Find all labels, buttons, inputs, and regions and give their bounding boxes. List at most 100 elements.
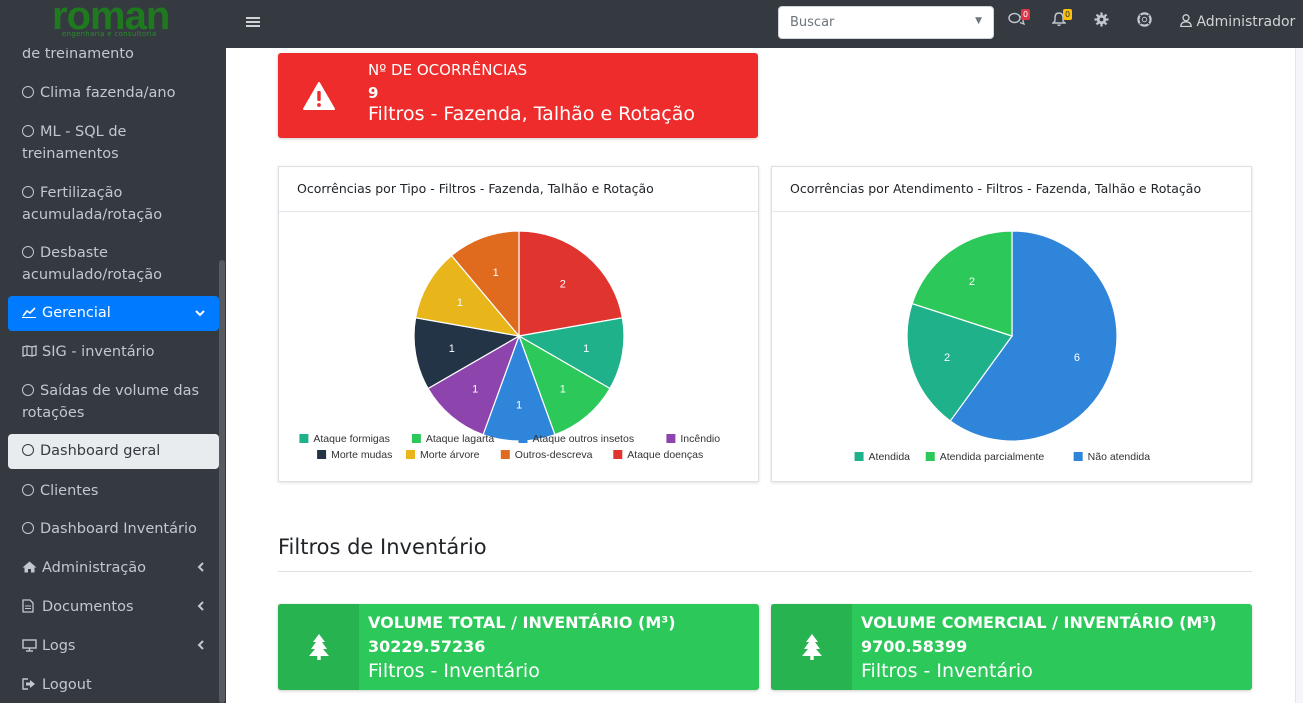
search-placeholder: Buscar — [790, 15, 835, 30]
circle-icon — [22, 125, 34, 137]
pie-slice-incendio[interactable] — [427, 334, 521, 436]
notifications-count-badge: 0 — [1063, 9, 1073, 20]
pie-slice-atendida-parcialmente[interactable] — [911, 230, 1013, 337]
sidebar-item-label: Desbaste — [40, 245, 108, 261]
legend-swatch-incendio — [666, 434, 676, 443]
sidebar-item-label: SIG - inventário — [42, 344, 155, 360]
search-select[interactable]: Buscar ▼ — [778, 6, 994, 39]
sidebar-item-logs[interactable]: Logs — [8, 635, 219, 657]
sidebar-item-dashboard-inventario[interactable]: Dashboard Inventário — [8, 518, 219, 540]
legend-swatch-morte-mudas — [317, 450, 327, 459]
sidebar-item-label: Dashboard geral — [40, 443, 161, 459]
info-box-title: VOLUME COMERCIAL / INVENTÁRIO (M³) — [861, 613, 1217, 632]
chevron-left-icon — [197, 635, 205, 657]
circle-icon — [22, 186, 34, 198]
legend-swatch-nao-atendida — [1073, 452, 1083, 461]
info-box-value: 30229.57236 — [368, 637, 486, 656]
sidebar-item-sig[interactable]: SIG - inventário — [8, 341, 219, 363]
legend-item-morte-mudas[interactable]: Morte mudas — [331, 449, 392, 461]
pie-slice-atendida[interactable] — [906, 302, 1013, 422]
sidebar-item-label-line2: acumulada/rotação — [22, 207, 163, 223]
sidebar-item-clientes[interactable]: Clientes — [8, 480, 219, 502]
legend-item-incendio[interactable]: Incêndio — [680, 433, 720, 445]
legend-item-atendida[interactable]: Atendida — [869, 451, 911, 463]
info-box-value: 9 — [368, 84, 379, 102]
pie-slice-ataque-formigas[interactable] — [517, 317, 625, 390]
legend-item-outros-descreva[interactable]: Outros-descreva — [515, 449, 593, 461]
circle-icon — [22, 384, 34, 396]
chevron-left-icon — [197, 596, 205, 618]
sidebar-item-label: Administração — [42, 560, 147, 576]
notifications-button[interactable]: 0 — [1051, 9, 1073, 31]
logo-tagline: engenharia e consultoria — [62, 30, 157, 38]
messages-count-badge: 0 — [1021, 9, 1031, 20]
section-title-inventario: Filtros de Inventário — [278, 535, 487, 559]
legend-swatch-outros-descreva — [500, 450, 510, 459]
info-box-subtitle: Filtros - Inventário — [861, 660, 1033, 682]
legend-item-nao-atendida[interactable]: Não atendida — [1088, 451, 1151, 463]
sidebar-item-ml-sql[interactable]: ML - SQL de treinamentos — [8, 121, 219, 165]
sidebar-item-label: Logs — [42, 638, 76, 654]
messages-button[interactable]: 0 — [1008, 9, 1031, 30]
pie-slice-ataque-lagarta[interactable] — [517, 334, 611, 436]
pie-slice-morte-mudas[interactable] — [413, 317, 521, 390]
sidebar-item-treinamento[interactable]: de treinamento — [8, 43, 219, 65]
help-button[interactable] — [1137, 12, 1152, 31]
legend-swatch-ataque-lagarta — [411, 434, 421, 443]
sidebar-item-desbaste[interactable]: Desbaste acumulado/rotação — [8, 242, 219, 286]
sidebar-item-fertilizacao[interactable]: Fertilização acumulada/rotação — [8, 182, 219, 226]
user-menu[interactable]: Administrador — [1180, 14, 1295, 30]
sidebar-item-label: de treinamento — [22, 46, 134, 62]
legend-item-ataque-outros-insetos[interactable]: Ataque outros insetos — [533, 433, 635, 445]
warning-icon — [278, 53, 359, 138]
pie-slice-nao-atendida[interactable] — [949, 230, 1118, 442]
settings-button[interactable] — [1094, 12, 1109, 31]
sign-out-icon — [22, 674, 42, 696]
sidebar-item-clima[interactable]: Clima fazenda/ano — [8, 82, 219, 104]
circle-icon — [22, 444, 34, 456]
logo[interactable]: roman engenharia e consultoria — [0, 0, 226, 48]
user-name: Administrador — [1196, 14, 1296, 30]
pie-data-label-ataque-doencas: 2 — [560, 279, 566, 291]
circle-icon — [22, 484, 34, 496]
sidebar-item-label-line2: treinamentos — [22, 146, 119, 162]
sidebar-item-gerencial[interactable]: Gerencial — [8, 296, 219, 331]
pie-data-label-morte-arvore: 1 — [457, 297, 463, 309]
legend-item-ataque-lagarta[interactable]: Ataque lagarta — [426, 433, 494, 445]
info-box-title: VOLUME TOTAL / INVENTÁRIO (M³) — [368, 613, 676, 632]
user-icon — [1180, 14, 1196, 30]
sidebar-item-administracao[interactable]: Administração — [8, 557, 219, 579]
top-navbar: Buscar ▼ 0 0 Administrador — [226, 0, 1303, 48]
legend-item-atendida-parcialmente[interactable]: Atendida parcialmente — [940, 451, 1045, 463]
page-scrollbar-track[interactable] — [1295, 48, 1303, 703]
sidebar: de treinamento Clima fazenda/ano ML - SQ… — [0, 0, 226, 703]
pie-data-label-morte-mudas: 1 — [449, 343, 455, 355]
file-icon — [22, 596, 42, 618]
sidebar-scrollbar[interactable] — [219, 260, 225, 703]
info-box-subtitle: Filtros - Fazenda, Talhão e Rotação — [368, 103, 695, 125]
legend-swatch-morte-arvore — [406, 450, 415, 459]
sidebar-item-documentos[interactable]: Documentos — [8, 596, 219, 618]
chevron-left-icon — [197, 557, 205, 579]
sidebar-item-logout[interactable]: Logout — [8, 674, 219, 696]
pie-slice-morte-arvore[interactable] — [414, 254, 521, 337]
legend-swatch-ataque-doencas — [613, 450, 623, 459]
pie-slice-ataque-doencas[interactable] — [518, 230, 624, 337]
volume-comercial-info-box: VOLUME COMERCIAL / INVENTÁRIO (M³) 9700.… — [771, 604, 1252, 690]
sidebar-item-label: ML - SQL de — [40, 124, 127, 140]
legend-item-ataque-formigas[interactable]: Ataque formigas — [313, 433, 389, 445]
ocorrencias-info-box: Nº DE OCORRÊNCIAS 9 Filtros - Fazenda, T… — [278, 53, 758, 138]
chart-line-icon — [22, 296, 42, 331]
pie-slice-outros-descreva[interactable] — [450, 230, 520, 338]
legend-item-morte-arvore[interactable]: Morte árvore — [420, 449, 480, 461]
caret-down-icon: ▼ — [975, 16, 982, 26]
pie-data-label-ataque-formigas: 1 — [583, 343, 589, 355]
sidebar-item-saidas-volume[interactable]: Saídas de volume das rotações — [8, 380, 219, 424]
card-title: Ocorrências por Atendimento - Filtros - … — [772, 167, 1251, 212]
sidebar-item-dashboard-geral[interactable]: Dashboard geral — [8, 434, 219, 469]
sidebar-item-label: Logout — [42, 677, 92, 693]
legend-item-ataque-doencas[interactable]: Ataque doenças — [627, 449, 703, 461]
circle-icon — [22, 246, 34, 258]
hamburger-menu-icon[interactable] — [246, 12, 260, 33]
info-box-subtitle: Filtros - Inventário — [368, 660, 540, 682]
